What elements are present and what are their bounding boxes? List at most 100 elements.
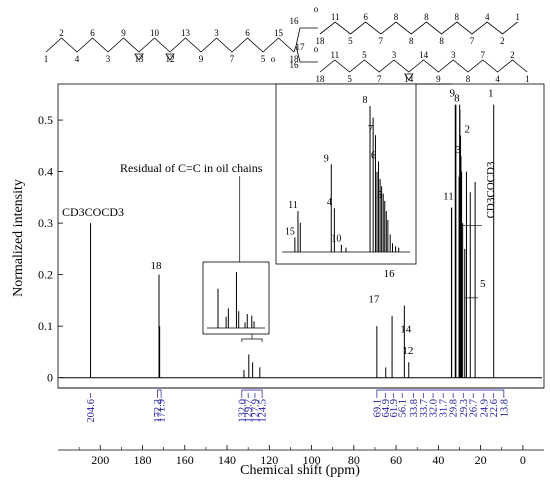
structure-epoxide-ring (165, 53, 175, 61)
structure-atom-label: 12 (166, 54, 175, 64)
structure-atom-label: 9 (199, 54, 204, 64)
structure-atom-label: 2 (59, 28, 64, 38)
structure-atom-label: 5 (348, 36, 353, 46)
structure-atom-label: 11 (331, 12, 340, 22)
structure-atom-label: 6 (245, 28, 250, 38)
inset-aliphatic-label: 9 (324, 153, 329, 164)
structure-atom-label: 18 (290, 54, 300, 64)
molecular-structure: 1246391310121393765151818115678888874211… (44, 4, 530, 84)
inset-olefinic-bracket (241, 338, 263, 342)
shift-label: 33.7 (419, 399, 430, 417)
structure-atom-label: 2 (510, 50, 515, 60)
inset-aliphatic-label: 5 (377, 190, 382, 201)
structure-atom-label: 18 (316, 36, 326, 46)
peak-labels: 1817161314121198321 (151, 87, 494, 357)
structure-oxygen-label: o (314, 44, 319, 54)
x-tick-label: 80 (348, 453, 360, 467)
inset-aliphatic: 15 11 9 4 10 8 7 6 5 (275, 83, 452, 265)
structure-bond-chain (319, 21, 518, 35)
structure-atom-label: 1 (44, 54, 49, 64)
structure-atom-label: 7 (379, 36, 384, 46)
shift-label: 127.9 (250, 399, 261, 423)
shift-label: 32.0 (429, 399, 440, 417)
structure-atom-label: 2 (500, 36, 505, 46)
structure-bond-junction (293, 27, 318, 53)
x-tick-label: 40 (432, 453, 444, 467)
structure-atom-label: 13 (181, 28, 191, 38)
structure-oxygen-label: o (314, 4, 319, 14)
structure-atom-label: 8 (424, 12, 429, 22)
x-tick-label: 180 (134, 453, 152, 467)
shift-label: 132.0 (237, 399, 248, 423)
peak-label-5: 5 (480, 278, 486, 290)
inset-aliphatic-label: 7 (368, 124, 373, 135)
y-tick-label: 0.2 (38, 268, 53, 282)
y-tick-label: 0 (47, 371, 53, 385)
shift-label: 22.6 (489, 399, 500, 417)
structure-atom-label: 8 (455, 12, 460, 22)
x-axis-title: Chemical shift (ppm) (240, 463, 360, 478)
structure-atom-label: 16 (290, 60, 300, 70)
peak-label: 9 (450, 87, 456, 99)
structure-atom-label: 16 (290, 16, 300, 26)
structure-atom-label: 4 (75, 54, 80, 64)
shift-label: 31.7 (439, 399, 450, 417)
structure-atom-label: 9 (121, 28, 126, 38)
x-tick-label: 200 (91, 453, 109, 467)
inset-aliphatic-label: 8 (363, 95, 368, 106)
structure-atom-label: 18 (316, 74, 326, 84)
structure-atom-label: 3 (451, 50, 456, 60)
structure-atom-label: 15 (274, 28, 284, 38)
peak-label: 11 (443, 191, 454, 203)
spectrum-trace (60, 104, 542, 379)
shift-bracket (157, 389, 162, 393)
x-tick-label: 160 (176, 453, 194, 467)
shift-label: 171.9 (157, 399, 168, 423)
shift-label: 129.7 (244, 399, 255, 423)
structure-bond-junction (295, 45, 318, 63)
structure-atom-label: 1 (515, 12, 520, 22)
shift-label: 13.8 (499, 399, 510, 417)
peak-label: 14 (400, 323, 412, 335)
structure-atom-label: 10 (150, 28, 160, 38)
shift-label: 64.9 (381, 399, 392, 417)
shift-label: 29.8 (449, 399, 460, 417)
structure-bond-chain (45, 37, 295, 53)
structure-atom-label: 14 (419, 50, 429, 60)
structure-oxygen-label: o (271, 54, 276, 64)
structure-atom-label: 17 (296, 42, 306, 52)
x-tick-label: 0 (520, 453, 526, 467)
y-tick-label: 0.3 (38, 216, 53, 230)
inset-aliphatic-label: 4 (327, 197, 332, 208)
peak-label: 17 (368, 294, 380, 306)
y-tick-label: 0.4 (38, 165, 53, 179)
peak-label: 8 (454, 93, 460, 105)
inset-aliphatic-frame (275, 83, 417, 265)
peak-label: 12 (402, 345, 413, 357)
structure-atom-label: 9 (436, 74, 441, 84)
structure-atom-label: 3 (106, 54, 111, 64)
shift-label: 204.6 (86, 399, 97, 423)
y-tick-label: 0.5 (38, 113, 53, 127)
peak-label: 1 (488, 87, 494, 99)
structure-atom-label: 5 (261, 54, 266, 64)
structure-atom-label: 8 (409, 36, 414, 46)
peak-label: 16 (384, 268, 396, 280)
structure-bond-chain (319, 59, 528, 73)
shift-label: 69.1 (372, 399, 383, 417)
structure-epoxide-ring (134, 53, 144, 61)
peak-label: 2 (465, 124, 471, 136)
structure-atom-label: 11 (330, 50, 339, 60)
structure-atom-label: 7 (230, 54, 235, 64)
inset-aliphatic-label: 15 (285, 226, 295, 237)
shift-label: 172.2 (153, 399, 164, 423)
peak-label: 3 (455, 144, 461, 156)
shift-label: 61.9 (389, 399, 400, 417)
structure-atom-label: 5 (362, 50, 367, 60)
shift-label: 33.8 (409, 399, 420, 417)
shift-label: 26.7 (469, 399, 480, 417)
residual-annotation: Residual of C=C in oil chains (120, 161, 263, 175)
structure-atom-label: 5 (347, 74, 352, 84)
